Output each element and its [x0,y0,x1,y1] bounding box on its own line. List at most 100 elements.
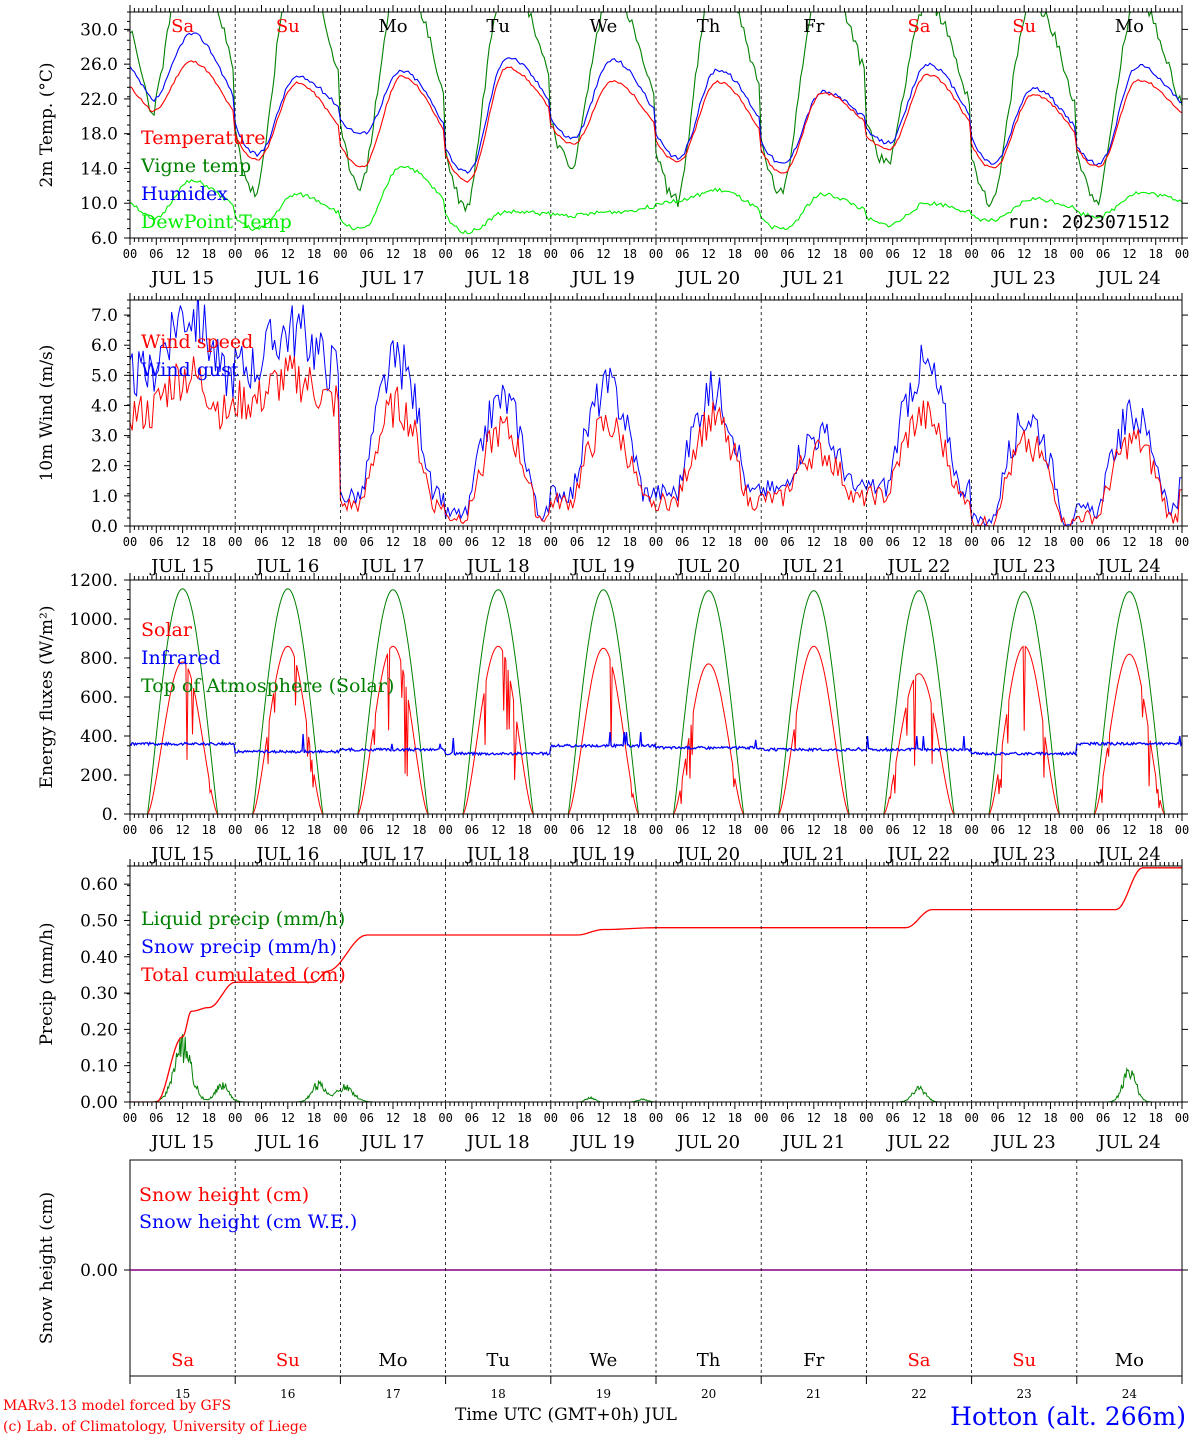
y-tick-label: 6.0 [91,336,118,356]
hour-tick-label: 00 [754,535,768,549]
hour-tick-label: 06 [885,247,899,261]
date-label: JUL 21 [780,268,845,289]
day-number-label: 21 [806,1387,821,1401]
date-label: JUL 24 [1096,1132,1161,1153]
hour-tick-label: 00 [964,823,978,837]
date-label: JUL 19 [570,844,635,865]
y-tick-label: 0. [102,805,118,825]
date-label: JUL 16 [254,1132,319,1153]
hour-tick-label: 12 [281,1111,295,1125]
hour-tick-label: 18 [1043,247,1057,261]
weekday-label: Mo [378,1350,407,1371]
legend-entry: Snow height (cm) [139,1184,309,1206]
hour-tick-label: 18 [1148,535,1162,549]
hour-tick-label: 00 [1175,1111,1189,1125]
hour-tick-label: 06 [254,247,268,261]
hour-tick-label: 00 [228,535,242,549]
wind-series-line [130,300,1182,526]
hour-tick-label: 00 [1070,1111,1084,1125]
hour-tick-label: 12 [912,1111,926,1125]
hour-tick-label: 00 [544,823,558,837]
hour-tick-label: 00 [438,535,452,549]
date-label: JUL 24 [1096,556,1161,577]
hour-tick-label: 12 [1017,1111,1031,1125]
hour-tick-label: 18 [833,1111,847,1125]
hour-tick-label: 06 [359,1111,373,1125]
date-label: JUL 22 [886,268,951,289]
date-label: JUL 20 [675,1132,740,1153]
y-tick-label: 18.0 [80,125,118,145]
date-label: JUL 15 [149,268,214,289]
y-tick-label: 0.00 [80,1261,118,1281]
date-label: JUL 15 [149,1132,214,1153]
hour-tick-label: 12 [1122,247,1136,261]
hour-tick-label: 12 [807,535,821,549]
hour-tick-label: 00 [1175,535,1189,549]
hour-tick-label: 12 [701,1111,715,1125]
date-label: JUL 22 [886,1132,951,1153]
weekday-label: Fr [803,16,824,37]
hour-tick-label: 06 [359,823,373,837]
hour-tick-label: 18 [833,535,847,549]
hour-tick-label: 00 [964,535,978,549]
hour-tick-label: 18 [1043,535,1057,549]
y-tick-label: 1.0 [91,487,118,507]
date-label: JUL 15 [149,844,214,865]
y-tick-label: 400. [80,727,118,747]
hour-tick-label: 12 [701,823,715,837]
hour-tick-label: 06 [991,247,1005,261]
weekday-label: We [590,1350,618,1371]
legend-entry: Temperature [141,127,265,149]
hour-tick-label: 18 [307,823,321,837]
legend-entry: Vigne temp [140,155,251,177]
date-label: JUL 19 [570,556,635,577]
hour-tick-label: 06 [885,1111,899,1125]
hour-tick-label: 00 [123,535,137,549]
hour-tick-label: 12 [386,823,400,837]
hour-tick-label: 00 [754,1111,768,1125]
hour-tick-label: 18 [728,535,742,549]
date-label: JUL 18 [465,844,530,865]
weekday-label: Su [276,1350,300,1371]
hour-tick-label: 06 [991,1111,1005,1125]
x-axis-title: Time UTC (GMT+0h) JUL [455,1405,677,1425]
hour-tick-label: 18 [517,247,531,261]
y-tick-label: 1200. [69,571,118,591]
weekday-label: Sa [907,1350,930,1371]
hour-tick-label: 06 [465,823,479,837]
hour-tick-label: 12 [596,823,610,837]
hour-tick-label: 18 [412,247,426,261]
credit-line-model: MARv3.13 model forced by GFS [3,1398,232,1414]
hour-tick-label: 18 [517,535,531,549]
y-axis-label: 10m Wind (m/s) [37,345,57,482]
hour-tick-label: 12 [807,823,821,837]
hour-tick-label: 00 [228,823,242,837]
y-tick-label: 14.0 [80,159,118,179]
hour-tick-label: 06 [570,535,584,549]
hour-tick-label: 12 [807,1111,821,1125]
date-label: JUL 23 [991,1132,1056,1153]
weekday-label: Sa [171,16,194,37]
date-label: JUL 21 [780,844,845,865]
hour-tick-label: 00 [754,823,768,837]
weekday-label: Tu [486,1350,510,1371]
hour-tick-label: 18 [517,1111,531,1125]
weekday-label: Su [1012,1350,1036,1371]
hour-tick-label: 18 [307,535,321,549]
hour-tick-label: 06 [885,535,899,549]
hour-tick-label: 18 [833,823,847,837]
toa-solar-line [130,588,1182,814]
hour-tick-label: 12 [912,535,926,549]
hour-tick-label: 18 [1148,1111,1162,1125]
precip-lines [130,867,1182,1102]
hour-tick-label: 06 [1096,1111,1110,1125]
y-tick-label: 6.0 [91,229,118,249]
legend-entry: Infrared [141,647,221,669]
y-tick-label: 0.50 [80,911,118,931]
day-number-label: 24 [1122,1387,1138,1401]
legend-entry: Total cumulated (cm) [141,964,346,986]
legend-entry: Top of Atmosphere (Solar) [141,675,394,697]
date-label: JUL 24 [1096,268,1161,289]
hour-tick-label: 00 [438,247,452,261]
day-number-label: 18 [491,1387,506,1401]
